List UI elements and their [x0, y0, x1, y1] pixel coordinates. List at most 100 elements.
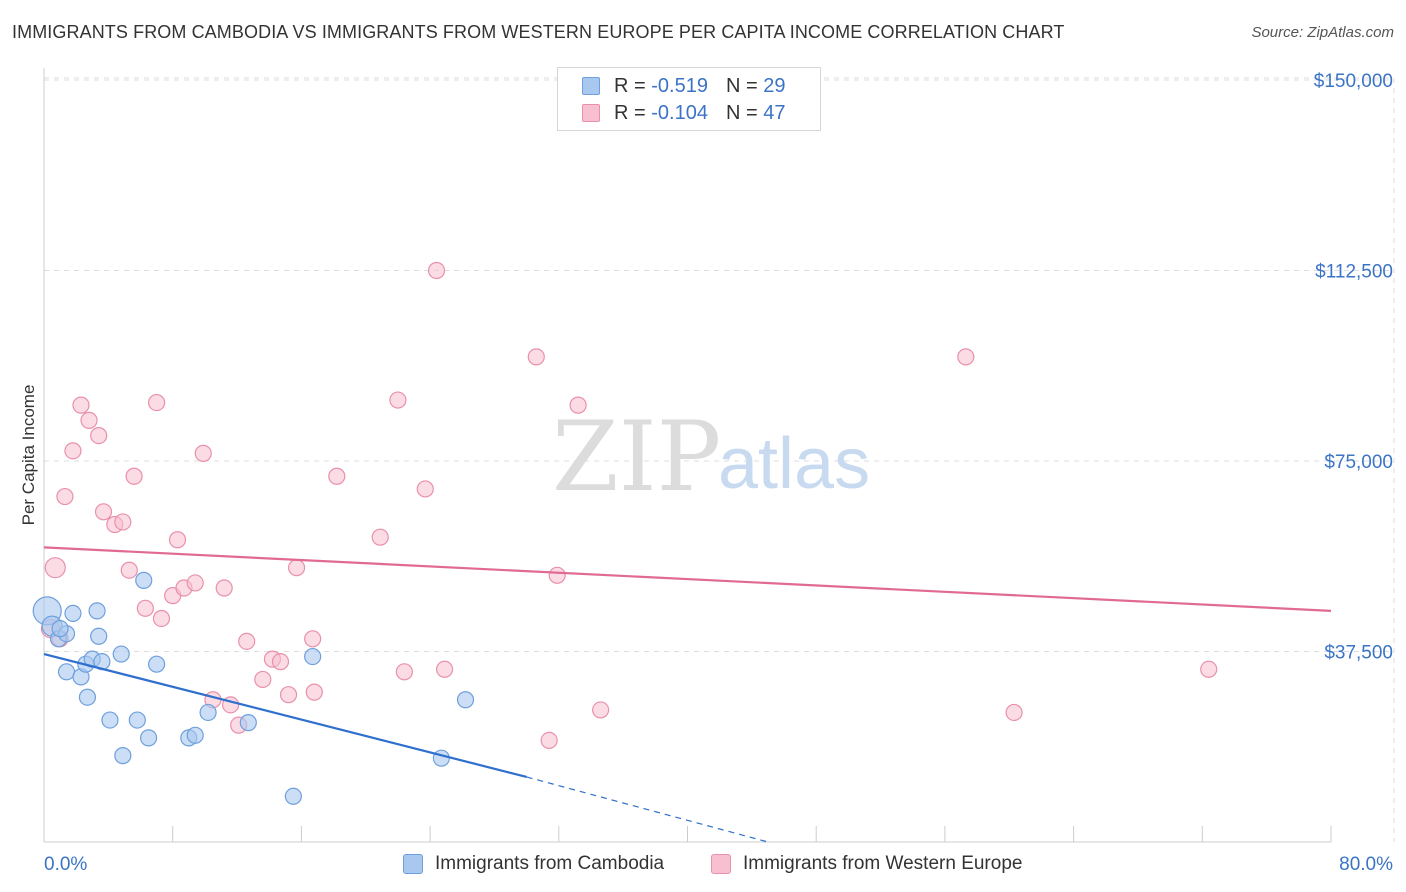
data-point-cambodia [88, 602, 106, 620]
data-point-western-europe [279, 686, 298, 704]
legend-swatch-cambodia [582, 77, 600, 95]
trend-lines [43, 546, 1332, 843]
bottom-legend-swatch-cambodia [403, 854, 423, 874]
trend-line-western-europe [43, 546, 1332, 612]
data-point-cambodia [135, 571, 153, 589]
bottom-legend-label-cambodia: Immigrants from Cambodia [435, 853, 665, 874]
data-point-western-europe [287, 559, 306, 577]
bottom-legend-western-europe: Immigrants from Western Europe [711, 852, 1022, 876]
legend-n-label: N = [725, 101, 758, 124]
trend-line-cambodia [43, 652, 527, 779]
correlation-legend: R = -0.519 N = 29 R = -0.104 N = 47 [557, 67, 821, 131]
data-point-western-europe [64, 442, 82, 460]
trend-line-cambodia-extrapolated [526, 776, 769, 843]
data-point-western-europe [592, 701, 610, 719]
legend-r-label: R = [614, 101, 646, 124]
data-point-western-europe [548, 566, 566, 584]
y-axis-title: Per Capita Income [19, 385, 38, 526]
data-point-cambodia [148, 655, 166, 673]
data-point-western-europe [254, 670, 272, 689]
legend-n-label: N = [725, 74, 758, 97]
x-tick-labels: 0.0% 80.0% [44, 854, 1393, 875]
data-point-cambodia [456, 691, 475, 709]
data-point-western-europe [80, 411, 98, 429]
watermark-atlas: atlas [718, 424, 870, 504]
data-point-western-europe [304, 630, 322, 648]
data-point-western-europe [94, 503, 113, 521]
legend-swatch-western-europe [582, 104, 600, 122]
data-point-western-europe [389, 391, 407, 409]
data-point-western-europe [72, 396, 90, 414]
data-point-cambodia [51, 620, 69, 638]
data-point-western-europe [435, 660, 454, 678]
data-point-western-europe [90, 427, 108, 445]
y-tick-label: $150,000 [1314, 71, 1393, 92]
y-tick-label: $112,500 [1315, 262, 1393, 283]
data-point-cambodia [239, 714, 257, 732]
data-point-western-europe [427, 261, 446, 280]
data-point-cambodia [199, 703, 217, 722]
data-point-western-europe [44, 557, 66, 579]
data-point-western-europe [569, 396, 587, 414]
watermark-zip: ZIP [552, 401, 721, 513]
chart-title: IMMIGRANTS FROM CAMBODIA VS IMMIGRANTS F… [12, 22, 1065, 42]
data-point-western-europe [395, 663, 413, 681]
series-western-europe-points [40, 261, 1218, 750]
data-point-cambodia [101, 711, 119, 729]
data-point-western-europe [56, 487, 74, 506]
data-point-cambodia [128, 711, 146, 729]
legend-n-value: 29 [763, 74, 786, 97]
data-point-western-europe [152, 609, 171, 628]
data-point-western-europe [215, 579, 233, 597]
bottom-legend-label-western-europe: Immigrants from Western Europe [743, 853, 1023, 874]
data-point-western-europe [305, 683, 323, 701]
y-tick-labels: $37,500 $75,000 $112,500 $150,000 [1314, 71, 1393, 664]
data-point-western-europe [416, 480, 434, 498]
data-point-cambodia [78, 688, 97, 706]
data-point-western-europe [168, 531, 187, 549]
data-point-cambodia [90, 627, 108, 645]
axes [43, 68, 1332, 843]
bottom-legend-cambodia: Immigrants from Cambodia [403, 852, 664, 876]
data-point-cambodia [112, 645, 130, 663]
gridlines [44, 77, 1395, 842]
data-point-cambodia [57, 663, 76, 681]
data-point-western-europe [114, 513, 132, 531]
data-point-western-europe [271, 653, 290, 671]
data-point-western-europe [238, 632, 256, 650]
data-point-western-europe [120, 561, 138, 579]
data-point-western-europe [527, 348, 545, 366]
legend-r-value: -0.104 [651, 101, 708, 124]
data-point-cambodia [64, 604, 82, 623]
source-label: Source: ZipAtlas.com [1251, 24, 1394, 41]
data-point-western-europe [328, 467, 346, 485]
data-point-western-europe [540, 731, 558, 750]
data-point-western-europe [1200, 660, 1218, 678]
y-tick-label: $37,500 [1324, 643, 1393, 664]
y-tick-label: $75,000 [1324, 452, 1393, 473]
data-point-western-europe [125, 467, 143, 485]
data-point-cambodia [114, 747, 132, 765]
data-point-western-europe [957, 348, 975, 366]
x-tick-label-min: 0.0% [44, 854, 87, 875]
series-cambodia-points [32, 571, 475, 805]
data-point-western-europe [194, 444, 212, 462]
legend-r-value: -0.519 [651, 74, 708, 97]
bottom-legend-swatch-western-europe [711, 854, 731, 874]
data-point-cambodia [284, 787, 302, 805]
legend-n-value: 47 [763, 101, 786, 124]
data-point-cambodia [186, 726, 204, 744]
x-tick-label-max: 80.0% [1339, 854, 1393, 875]
legend-row-western-europe: R = -0.104 N = 47 [582, 101, 785, 125]
legend-row-cambodia: R = -0.519 N = 29 [582, 74, 785, 98]
data-point-western-europe [186, 574, 204, 592]
data-point-cambodia [139, 729, 158, 747]
data-point-western-europe [136, 599, 154, 617]
data-point-cambodia [304, 647, 322, 666]
data-point-cambodia [432, 749, 450, 767]
legend-r-label: R = [614, 74, 646, 97]
data-point-western-europe [148, 393, 166, 412]
data-point-western-europe [1005, 703, 1023, 722]
data-point-western-europe [371, 528, 389, 546]
